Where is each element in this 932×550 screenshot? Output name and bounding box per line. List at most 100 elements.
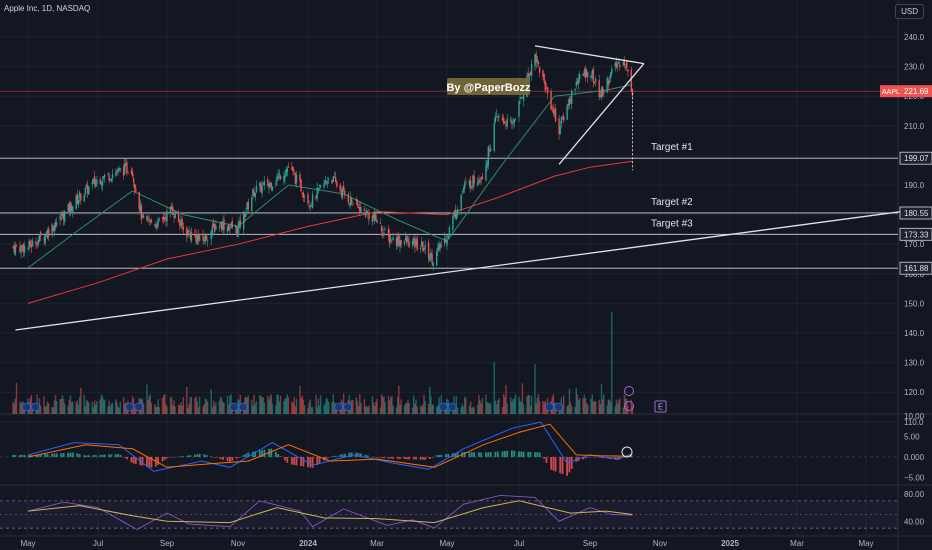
macd-histogram-bar — [242, 454, 245, 457]
macd-histogram-bar — [366, 455, 369, 457]
macd-histogram-bar — [468, 452, 471, 457]
volume-bar — [300, 398, 302, 414]
symbol-badge-text: AAPL — [882, 89, 900, 96]
volume-bar — [577, 400, 580, 414]
macd-pane — [0, 421, 898, 476]
macd-histogram-bar — [552, 457, 555, 471]
candle-body — [77, 199, 80, 206]
candle-body — [315, 196, 317, 200]
currency-button[interactable]: USD — [895, 4, 924, 19]
macd-histogram-bar — [103, 454, 106, 457]
volume-bar — [543, 402, 545, 414]
macd-histogram-bar — [355, 452, 358, 457]
dividend-marker — [343, 402, 353, 412]
macd-histogram-bar — [357, 453, 360, 457]
candle-body — [195, 234, 197, 243]
volume-bar — [148, 396, 150, 414]
volume-bar — [584, 398, 587, 414]
volume-bar — [179, 405, 181, 414]
candle-body — [236, 227, 238, 235]
candle-body — [210, 231, 212, 240]
rsi-band — [0, 500, 898, 529]
candle-body — [165, 217, 167, 221]
macd-histogram-bar — [284, 457, 286, 461]
macd-histogram-bar — [341, 454, 344, 457]
candle-body — [631, 89, 634, 96]
volume-bar — [599, 404, 601, 414]
volume-bar — [405, 403, 407, 414]
volume-bar — [464, 396, 466, 414]
candle-body — [188, 231, 190, 233]
macd-histogram-bar — [616, 457, 619, 461]
macd-histogram-bar — [157, 457, 159, 465]
candle-body — [542, 70, 544, 77]
volume-bar — [147, 400, 149, 414]
candle-body — [341, 188, 344, 198]
candle-body — [53, 225, 56, 232]
volume-bar — [308, 402, 310, 414]
volume-bar — [205, 399, 208, 414]
candle-body — [197, 234, 200, 240]
macd-histogram-bar — [163, 457, 166, 460]
macd-histogram-bar — [166, 457, 168, 459]
candle-body — [279, 175, 282, 180]
volume-bar — [436, 406, 438, 414]
candle-body — [488, 149, 491, 152]
volume-bar — [78, 396, 81, 414]
volume-bar — [109, 405, 111, 414]
candle-body — [405, 237, 407, 241]
volume-bar — [307, 407, 309, 414]
volume-bar — [180, 402, 182, 414]
macd-histogram-bar — [348, 452, 351, 457]
candle-body — [31, 240, 34, 247]
candle-body — [189, 233, 191, 239]
volume-bar — [374, 406, 376, 414]
volume-bar — [110, 403, 113, 414]
candle-body — [99, 179, 101, 185]
moving-averages — [27, 83, 633, 304]
volume-bar — [202, 406, 204, 414]
volume-bar — [253, 394, 255, 414]
time-axis[interactable]: May Jul Sep Nov 2024 Mar May Jul Sep Nov 2025 Mar Ma… — [20, 539, 873, 548]
volume-bar — [391, 395, 393, 414]
candle-body — [616, 64, 619, 67]
candle-body — [528, 73, 530, 80]
candle-body — [543, 74, 545, 82]
candle-body — [88, 186, 90, 195]
volume-bar — [607, 399, 610, 414]
volume-bar — [372, 402, 375, 414]
volume-bar — [51, 406, 53, 414]
volume-bar — [462, 406, 465, 414]
volume-bar — [279, 395, 282, 414]
volume-bar — [166, 406, 168, 414]
candle-body — [78, 192, 81, 198]
volume-bar — [513, 398, 515, 414]
macd-histogram-bar — [117, 454, 119, 457]
volume-bar — [323, 405, 325, 414]
macd-histogram-bar — [291, 457, 293, 465]
volume-bar — [317, 398, 320, 414]
volume-bar — [575, 387, 577, 414]
candle-body — [228, 225, 230, 231]
earnings-marker — [545, 402, 554, 412]
macd-histogram-bar — [254, 451, 257, 457]
volume-bar — [101, 396, 104, 414]
candle-body — [101, 181, 104, 186]
volume-bar — [255, 401, 258, 414]
candle-body — [438, 244, 440, 251]
macd-histogram-bar — [559, 457, 562, 474]
macd-histogram-bar — [431, 457, 433, 458]
earnings-future-marker — [654, 400, 667, 413]
macd-histogram-bar — [222, 457, 224, 460]
candle-body — [108, 174, 110, 181]
price-axis[interactable]: 110.0120.0130.0140.0150.0160.0170.0180.0… — [880, 33, 932, 526]
macd-histogram-bar — [245, 453, 247, 457]
macd-histogram-bar — [146, 457, 148, 467]
macd-histogram-bar — [231, 457, 234, 461]
candle-body — [506, 118, 508, 126]
macd-histogram-bar — [302, 457, 305, 467]
macd-histogram-bar — [275, 451, 277, 457]
volume-bar — [93, 400, 96, 414]
candle-body — [550, 91, 552, 110]
candle-body — [326, 182, 329, 184]
